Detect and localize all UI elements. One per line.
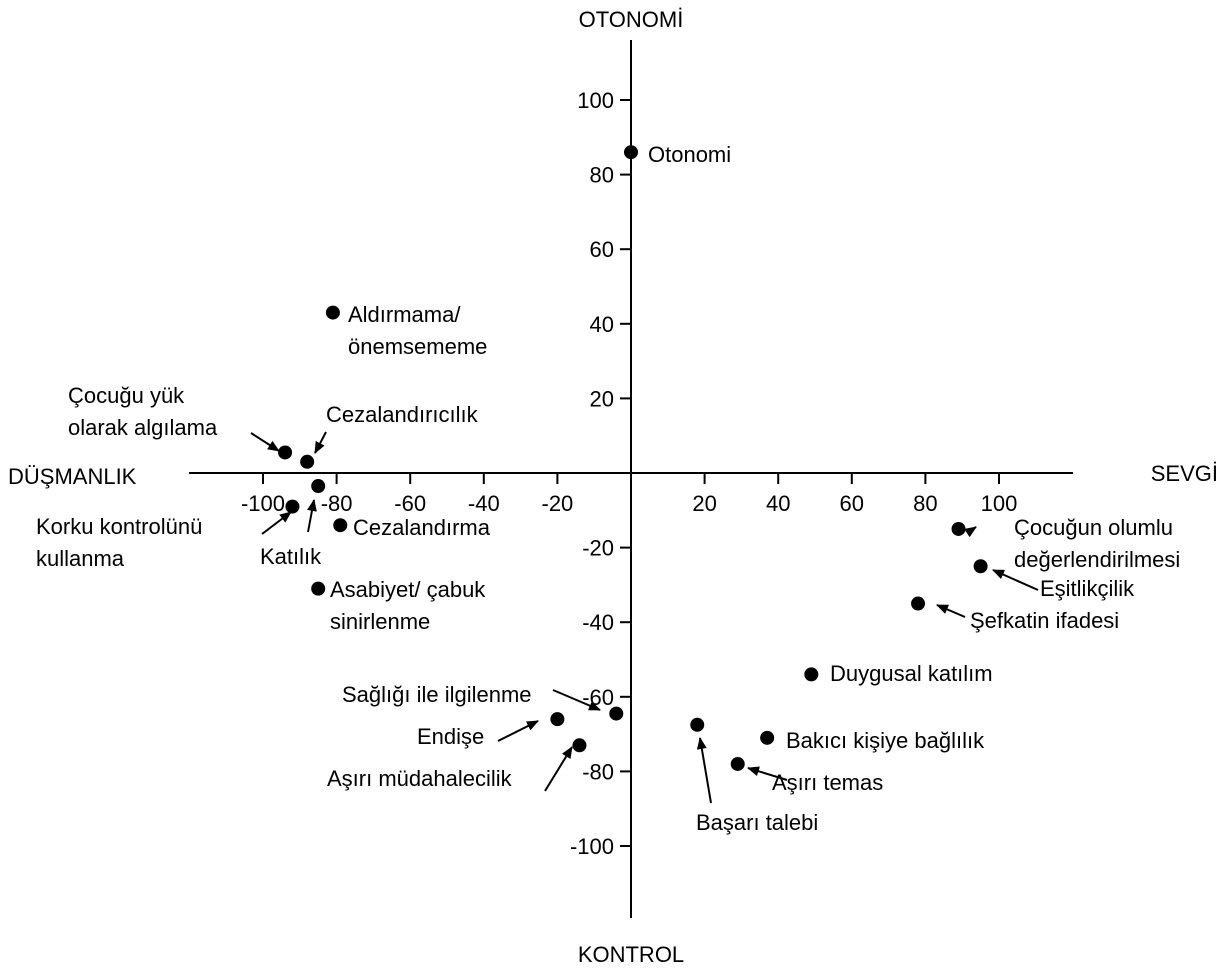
data-point [550, 712, 565, 727]
point-labels: Otonomi Aldırmama/önemsememe Çocuğu yük ola… [36, 142, 1180, 835]
point-label: Cezalandırıcılık [326, 402, 479, 427]
data-point [311, 479, 326, 494]
x-tick-label: 60 [840, 491, 864, 516]
data-point [300, 454, 315, 469]
point-label: Cezalandırma [353, 515, 491, 540]
data-point [572, 738, 587, 753]
axis-title-bottom: KONTROL [578, 942, 684, 967]
point-label: önemsememe [348, 334, 487, 359]
data-point [804, 667, 819, 682]
data-point [325, 305, 340, 320]
point-label: Başarı talebi [696, 810, 818, 835]
point-label: Aşırı temas [772, 770, 883, 795]
x-tick-label: 100 [981, 491, 1018, 516]
data-point [951, 521, 966, 536]
data-point [333, 518, 348, 533]
label-arrow [307, 499, 317, 533]
data-point [760, 730, 775, 745]
point-label: değerlendirilmesi [1014, 547, 1180, 572]
y-tick-label: -20 [582, 536, 614, 561]
x-tick-label: -40 [468, 491, 500, 516]
label-arrow [936, 604, 966, 618]
label-arrow [552, 689, 601, 711]
point-label: Sağlığı ile ilgilenme [342, 682, 532, 707]
data-point [311, 581, 326, 596]
label-arrow [747, 766, 788, 781]
point-label: Çocuğu yük [68, 383, 185, 408]
point-label: sinirlenme [330, 609, 430, 634]
data-point [285, 499, 300, 514]
label-arrow [261, 511, 292, 535]
point-label: olarak algılama [68, 415, 218, 440]
point-label: Otonomi [648, 142, 731, 167]
x-tick-label: -20 [542, 491, 574, 516]
point-label: Asabiyet/ çabuk [330, 577, 486, 602]
data-point [911, 596, 926, 611]
x-tick-label: 80 [913, 491, 937, 516]
x-tick-label: -80 [321, 491, 353, 516]
point-label: Aşırı müdahalecilik [327, 766, 513, 791]
y-tick-label: 100 [577, 88, 614, 113]
axis-title-top: OTONOMİ [579, 7, 684, 32]
data-point [278, 445, 293, 460]
point-label: Eşitlikçilik [1040, 576, 1135, 601]
point-label: Korku kontrolünü [36, 514, 202, 539]
x-tick-label: -60 [394, 491, 426, 516]
data-point [624, 145, 638, 160]
point-label: Duygusal katılım [830, 661, 993, 686]
data-points [278, 145, 988, 771]
point-label: Şefkatin ifadesi [970, 608, 1119, 633]
data-point [690, 717, 705, 732]
y-tick-label: 40 [590, 312, 614, 337]
x-tick-label: 20 [692, 491, 716, 516]
y-tick-label: -80 [582, 759, 614, 784]
label-arrow [314, 431, 327, 454]
point-label: Bakıcı kişiye bağlılık [786, 728, 985, 753]
point-label: Çocuğun olumlu [1014, 515, 1173, 540]
point-label: kullanma [36, 546, 125, 571]
point-label: Katılık [260, 544, 322, 569]
y-tick-label: -60 [582, 685, 614, 710]
axis-title-right: SEVGİ [1151, 461, 1218, 486]
label-arrow [250, 432, 280, 452]
x-tick-label: 40 [766, 491, 790, 516]
point-label: Aldırmama/ [348, 302, 461, 327]
point-label: Endişe [417, 724, 484, 749]
label-arrow [992, 569, 1039, 591]
label-arrow [696, 737, 712, 804]
label-arrow [544, 746, 573, 792]
y-tick-label: 60 [590, 237, 614, 262]
axis-title-left: DÜŞMANLIK [8, 464, 137, 489]
y-tick-label: -40 [582, 610, 614, 635]
data-point [730, 756, 745, 771]
data-point [973, 559, 988, 574]
label-arrow [964, 526, 977, 538]
y-tick-label: -100 [570, 834, 614, 859]
label-arrow [497, 720, 539, 742]
axes [189, 40, 1073, 918]
label-arrows [250, 431, 1039, 804]
x-tick-label: -100 [241, 491, 285, 516]
data-point [609, 706, 624, 721]
ticks: -100 -80 -60 -40 -20 20 40 60 80 100 100 80 60 40 20 -2… [241, 88, 1017, 859]
y-tick-label: 80 [590, 163, 614, 188]
y-tick-label: 20 [590, 386, 614, 411]
